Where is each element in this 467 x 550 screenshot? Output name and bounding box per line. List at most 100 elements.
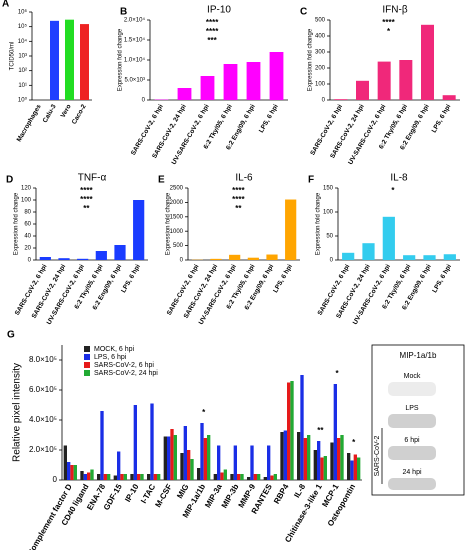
bar	[217, 445, 221, 480]
significance: ****	[206, 27, 219, 36]
x-tick-label: IL-8	[292, 482, 307, 499]
chart-title: IL-8	[390, 173, 408, 184]
chart-title: TNF-α	[78, 173, 107, 184]
y-tick-label: 40	[24, 234, 31, 240]
bar	[257, 474, 261, 480]
bar	[233, 445, 237, 480]
bar	[65, 19, 74, 101]
bar	[167, 436, 171, 480]
blot-group-label: SARS-CoV-2	[374, 435, 381, 476]
bar	[163, 436, 167, 480]
significance: *	[335, 369, 339, 378]
bar	[180, 453, 184, 480]
y-axis-label: Relative pixel intensity	[12, 363, 23, 462]
bar	[200, 76, 215, 100]
bar	[157, 474, 161, 480]
legend-label: LPS, 6 hpi	[94, 354, 127, 361]
bar	[80, 24, 89, 101]
y-axis-label: Expression fold change	[118, 28, 124, 91]
bar	[421, 24, 434, 100]
x-tick-label: MIG	[175, 483, 190, 501]
bar	[353, 454, 357, 480]
bar	[330, 442, 334, 480]
bar	[273, 474, 277, 480]
bar	[290, 381, 294, 480]
bar	[442, 95, 456, 100]
y-tick-label: 150	[323, 186, 334, 192]
y-tick-label: 1.0×10⁴	[124, 57, 146, 64]
bar	[210, 258, 222, 260]
significance: ****	[382, 18, 395, 27]
y-tick-label: 2.0×10⁵	[29, 445, 57, 454]
bar	[197, 468, 201, 480]
y-tick-label: 1000	[170, 229, 184, 235]
bar	[350, 460, 354, 480]
y-tick-label: 10²	[18, 68, 27, 74]
legend-label: MOCK, 6 hpi	[94, 346, 135, 353]
bar	[266, 254, 278, 260]
significance: **	[235, 204, 242, 213]
bar	[320, 457, 324, 480]
chart-title: IFN-β	[382, 5, 407, 16]
bar	[183, 426, 187, 480]
bar	[229, 254, 241, 260]
y-axis-label: Expression fold change	[14, 192, 20, 255]
bar	[334, 99, 348, 100]
bar	[114, 245, 126, 260]
y-tick-label: 1.5×10⁴	[124, 37, 146, 44]
bar	[246, 62, 261, 100]
bar	[170, 429, 174, 480]
significance: ****	[232, 195, 245, 204]
bar	[200, 423, 204, 480]
x-tick-label: SARS-CoV-2, 24 hpi	[183, 263, 220, 320]
blot-band	[388, 382, 436, 396]
legend-swatch	[84, 362, 90, 368]
bar	[267, 445, 271, 480]
panel-label: B	[120, 7, 127, 18]
bar	[67, 462, 71, 480]
bar	[403, 255, 416, 260]
bar	[337, 438, 341, 480]
blot-row: Mock	[404, 373, 421, 380]
bar	[223, 64, 238, 100]
bar	[107, 474, 111, 480]
y-axis-label: Expression fold change	[166, 192, 172, 255]
bar	[50, 20, 59, 100]
bar	[58, 258, 70, 260]
bar	[362, 243, 375, 260]
y-tick-label: 10¹	[18, 83, 27, 89]
bar	[140, 474, 144, 480]
y-tick-label: 0	[322, 98, 326, 104]
blot-row: 24 hpi	[402, 469, 422, 476]
y-tick-label: 80	[24, 210, 31, 216]
y-tick-label: 100	[315, 82, 326, 88]
significance: ****	[80, 195, 93, 204]
bar	[63, 445, 67, 480]
y-tick-label: 300	[315, 50, 326, 56]
y-tick-label: 10⁰	[18, 97, 28, 104]
significance: ***	[207, 36, 217, 45]
y-tick-label: 120	[21, 186, 32, 192]
x-tick-label: SARS-CoV-2, 6 hpi	[14, 263, 49, 316]
significance: *	[202, 408, 206, 417]
legend-label: SARS-CoV-2, 6 hpi	[94, 362, 154, 369]
bar	[307, 435, 311, 480]
x-tick-label: SARS-CoV-2, 6 hpi	[166, 263, 201, 316]
bar	[323, 456, 327, 480]
bar	[347, 453, 351, 480]
bar	[423, 255, 436, 260]
y-tick-label: 200	[315, 66, 326, 72]
bar	[237, 474, 241, 480]
bar	[382, 216, 395, 260]
y-axis-label: Expression fold change	[308, 28, 314, 91]
blot-band	[388, 446, 436, 460]
y-tick-label: 500	[315, 18, 326, 24]
y-tick-label: 400	[315, 34, 326, 40]
bar	[443, 254, 456, 260]
bar	[147, 474, 151, 480]
bar	[90, 469, 94, 480]
panel-label: E	[158, 175, 165, 186]
y-tick-label: 0	[180, 258, 184, 264]
bar	[399, 60, 413, 100]
